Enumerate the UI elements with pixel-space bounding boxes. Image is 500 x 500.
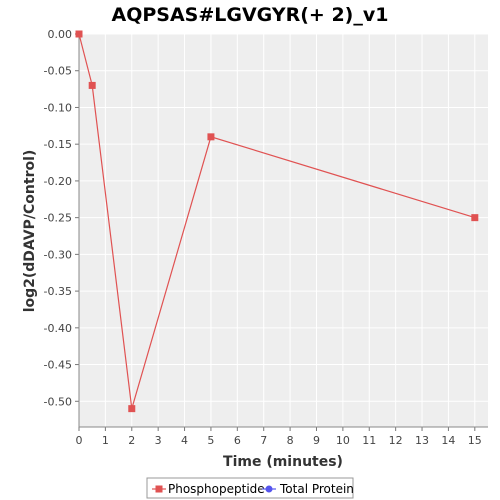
y-tick-label: -0.15	[44, 138, 72, 151]
x-tick-label: 5	[207, 434, 214, 447]
y-tick-label: 0.00	[48, 28, 73, 41]
data-point	[88, 81, 96, 89]
legend-label: Phosphopeptide	[168, 482, 265, 496]
x-tick-label: 14	[441, 434, 455, 447]
x-tick-label: 7	[260, 434, 267, 447]
x-tick-label: 3	[155, 434, 162, 447]
y-tick-label: -0.10	[44, 101, 72, 114]
data-point	[471, 214, 479, 222]
y-tick-label: -0.25	[44, 212, 72, 225]
series-layer	[75, 30, 479, 413]
y-tick-label: -0.35	[44, 285, 72, 298]
y-tick-label: -0.50	[44, 395, 72, 408]
y-tick-label: -0.45	[44, 359, 72, 372]
x-tick-label: 13	[415, 434, 429, 447]
legend-label: Total Protein	[279, 482, 354, 496]
data-point	[207, 133, 215, 141]
x-tick-label: 0	[76, 434, 83, 447]
data-point	[75, 30, 83, 38]
x-tick-label: 1	[102, 434, 109, 447]
x-tick-label: 6	[234, 434, 241, 447]
x-axis-label: Time (minutes)	[223, 454, 343, 470]
y-tick-label: -0.40	[44, 322, 72, 335]
y-tick-label: -0.20	[44, 175, 72, 188]
legend-circle-marker	[265, 485, 273, 493]
y-tick-label: -0.30	[44, 248, 72, 261]
chart-title: AQPSAS#LGVGYR(+ 2)_v1	[112, 4, 389, 26]
y-axis: 0.00 -0.05 -0.10 -0.15 -0.20 -0.25 -0.30 -0.35 -…	[44, 28, 80, 427]
x-tick-label: 8	[287, 434, 294, 447]
x-tick-label: 9	[313, 434, 320, 447]
y-tick-label: -0.05	[44, 65, 72, 78]
y-axis-label: log2(dDAVP/Control)	[22, 150, 38, 313]
legend-square-marker	[155, 485, 163, 493]
x-tick-label: 11	[362, 434, 376, 447]
x-tick-label: 15	[468, 434, 482, 447]
legend: Phosphopeptide Total Protein	[146, 477, 354, 499]
x-tick-label: 12	[389, 434, 403, 447]
x-tick-label: 4	[181, 434, 188, 447]
data-point	[128, 405, 136, 413]
x-tick-label: 2	[128, 434, 135, 447]
x-axis: 0 1 2 3 4 5 6 7 8 9 10 11 12 13 14 15	[76, 426, 488, 447]
x-tick-label: 10	[336, 434, 350, 447]
plot-area	[79, 34, 488, 427]
legend-box	[146, 477, 354, 499]
